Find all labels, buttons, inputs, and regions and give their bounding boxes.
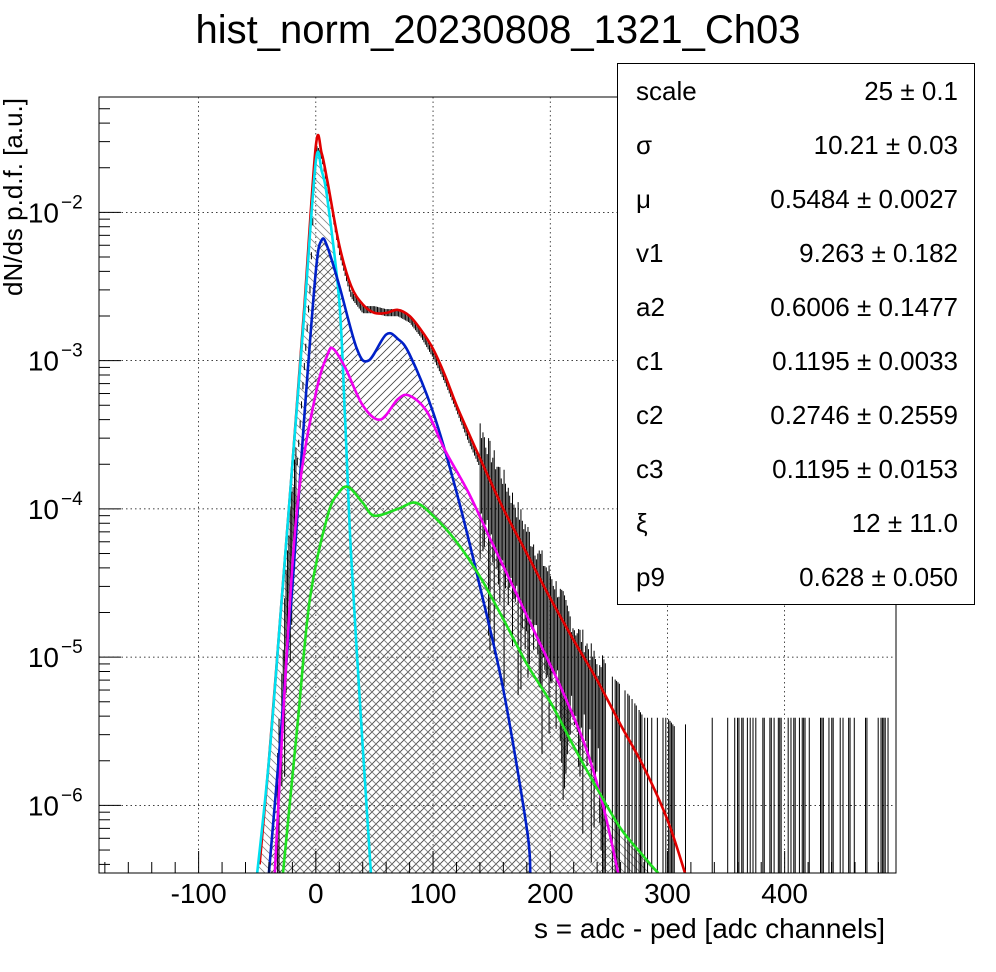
x-tick-label: -100 <box>171 878 227 909</box>
y-tick-label: 10 <box>28 346 59 377</box>
x-tick-label: 300 <box>644 878 691 909</box>
stats-row: ξ 12 ± 11.0 <box>618 496 974 550</box>
fit-curve <box>281 485 660 873</box>
y-tick-exponent: −5 <box>61 637 83 658</box>
stats-param-value: 9.263 ± 0.182 <box>799 238 958 268</box>
fit-curves <box>255 134 687 873</box>
stats-param-name: ξ <box>636 508 648 538</box>
stats-param-name: scale <box>636 76 697 106</box>
stats-param-value: 0.628 ± 0.050 <box>799 562 958 592</box>
fit-component-fills <box>257 151 659 873</box>
y-tick-label: 10 <box>28 494 59 525</box>
stats-row: c3 0.1195 ± 0.0153 <box>618 442 974 496</box>
y-tick-label: 10 <box>28 790 59 821</box>
stats-param-value: 0.6006 ± 0.1477 <box>770 292 958 322</box>
y-tick-label: 10 <box>28 197 59 228</box>
stats-row: a2 0.6006 ± 0.1477 <box>618 280 974 334</box>
chart-title: hist_norm_20230808_1321_Ch03 <box>195 8 801 52</box>
stats-param-value: 10.21 ± 0.03 <box>813 130 958 160</box>
x-tick-label: 200 <box>527 878 574 909</box>
stats-row: p9 0.628 ± 0.050 <box>618 550 974 604</box>
stats-param-name: c1 <box>636 346 664 376</box>
y-tick-exponent: −3 <box>61 341 83 362</box>
stats-param-name: c3 <box>636 454 664 484</box>
fit-curve <box>255 150 373 873</box>
y-tick-exponent: −4 <box>61 489 83 510</box>
x-axis-label: s = adc - ped [adc channels] <box>534 913 885 944</box>
stats-row: μ 0.5484 ± 0.0027 <box>618 172 974 226</box>
stats-row: v1 9.263 ± 0.182 <box>618 226 974 280</box>
y-tick-label: 10 <box>28 642 59 673</box>
stats-row: c1 0.1195 ± 0.0033 <box>618 334 974 388</box>
stats-param-name: p9 <box>636 562 665 592</box>
stats-row: scale 25 ± 0.1 <box>618 64 974 118</box>
data-histogram <box>277 146 889 873</box>
stats-param-value: 12 ± 11.0 <box>851 508 958 538</box>
stats-param-value: 0.5484 ± 0.0027 <box>770 184 958 214</box>
y-tick-exponent: −2 <box>61 192 83 213</box>
stats-param-name: v1 <box>636 238 664 268</box>
stats-param-name: a2 <box>636 292 665 322</box>
stats-box: scale 25 ± 0.1 σ 10.21 ± 0.03 μ 0.5484 ± 0.00… <box>617 63 975 605</box>
stats-param-value: 25 ± 0.1 <box>864 76 958 106</box>
stats-row: c2 0.2746 ± 0.2559 <box>618 388 974 442</box>
y-axis-label: dN/ds p.d.f. [a.u.] <box>0 98 28 296</box>
stats-param-value: 0.2746 ± 0.2559 <box>770 400 958 430</box>
x-tick-label: 0 <box>308 878 324 909</box>
x-tick-label: 400 <box>761 878 808 909</box>
stats-param-name: μ <box>636 184 651 214</box>
stats-row: σ 10.21 ± 0.03 <box>618 118 974 172</box>
x-tick-label: 100 <box>410 878 457 909</box>
y-tick-exponent: −6 <box>61 785 83 806</box>
stats-param-value: 0.1195 ± 0.0033 <box>772 346 958 376</box>
stats-param-name: σ <box>636 130 653 160</box>
fit-curve <box>273 346 620 873</box>
stats-param-value: 0.1195 ± 0.0153 <box>772 454 958 484</box>
stats-param-name: c2 <box>636 400 664 430</box>
